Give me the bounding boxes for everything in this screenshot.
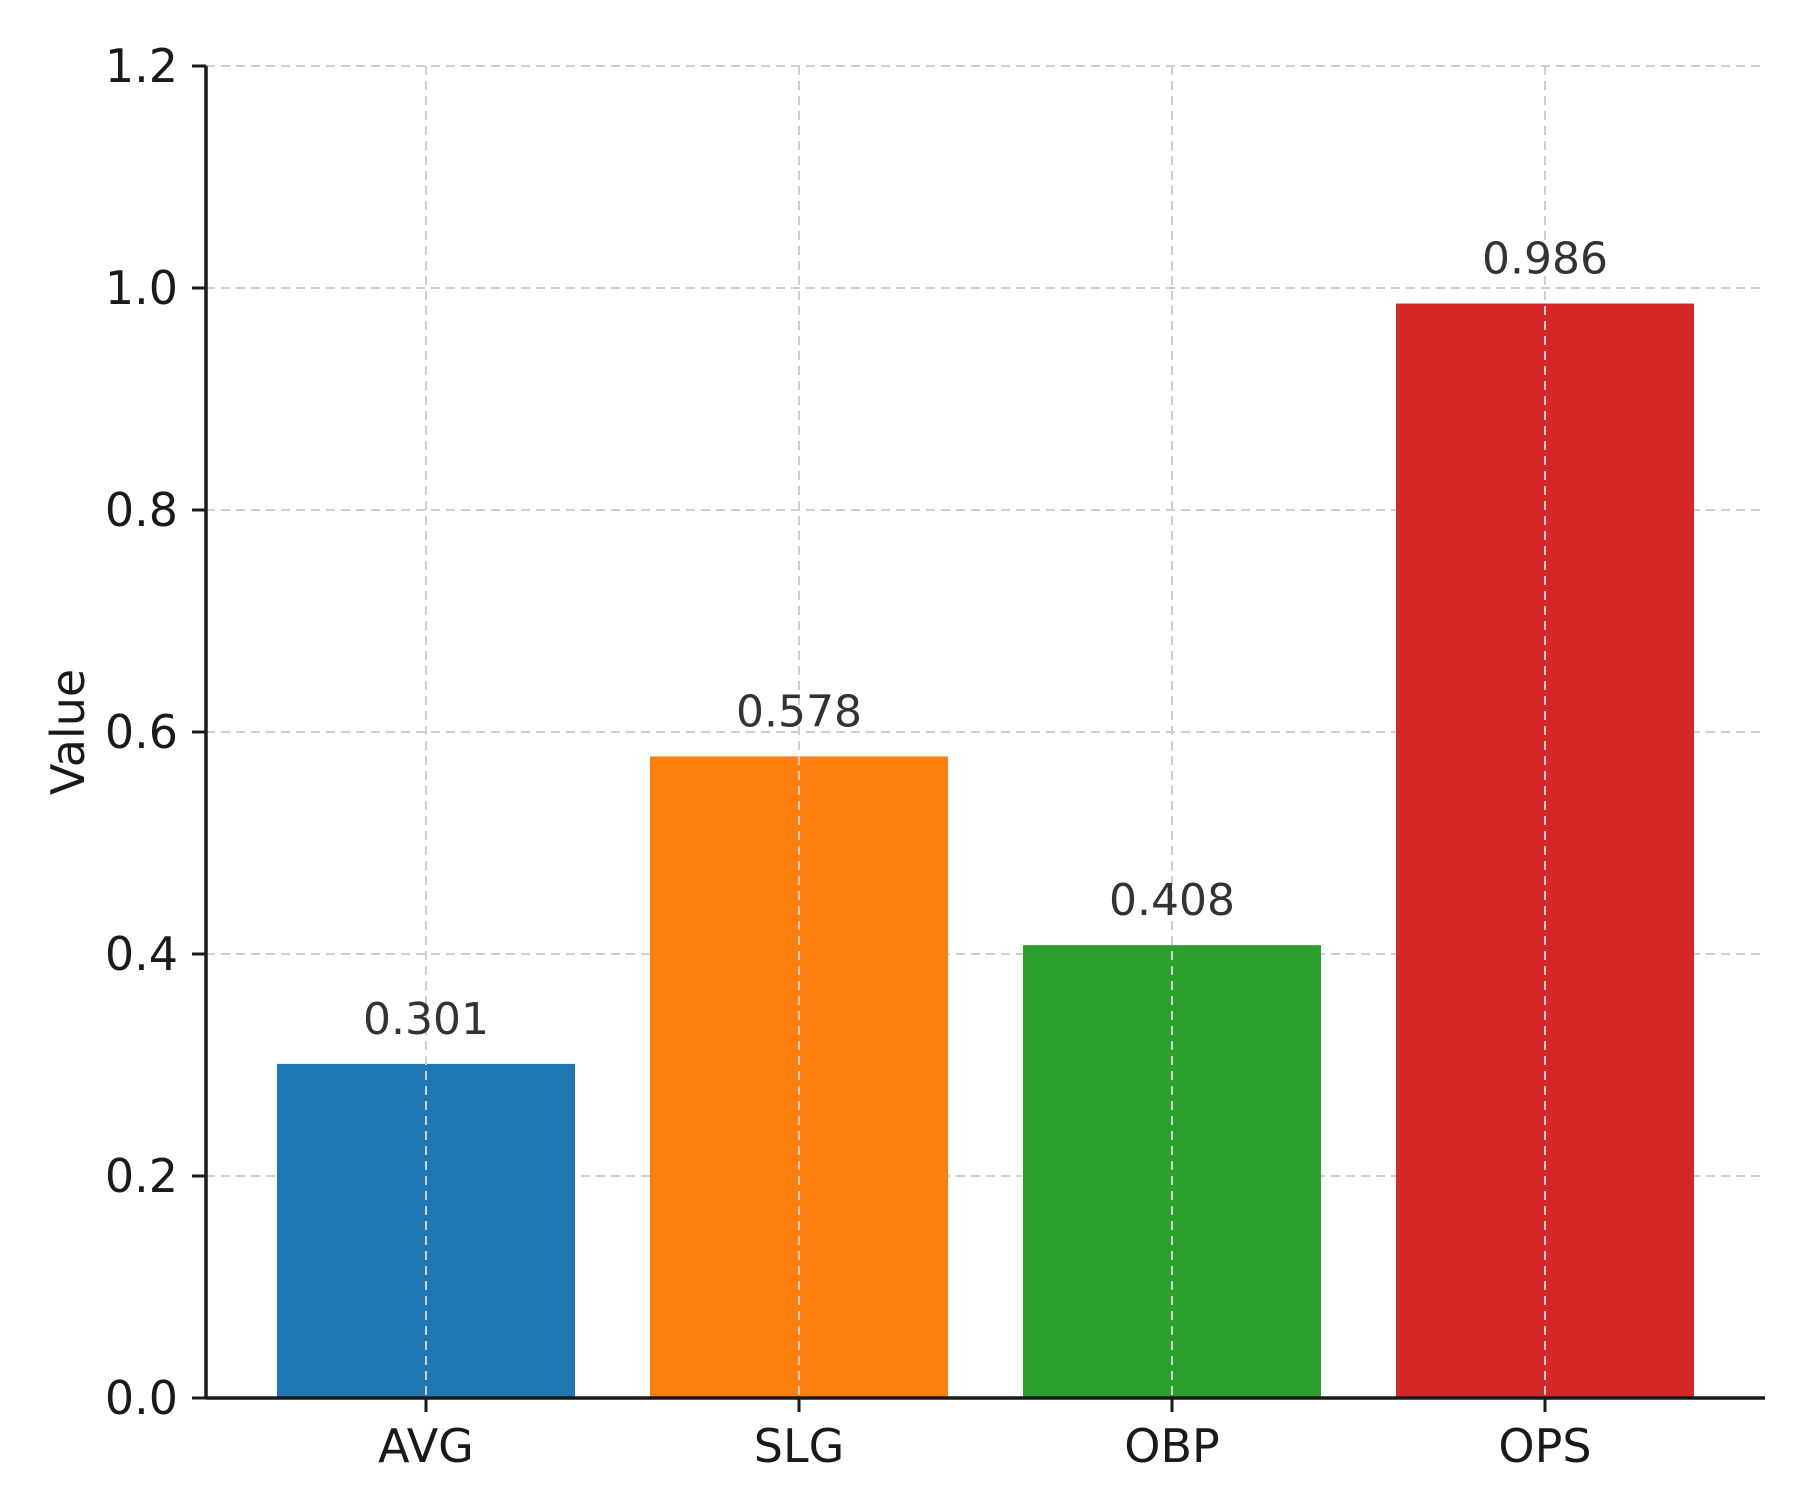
y-tick-label: 1.0 [105, 261, 178, 315]
x-tick-label: OBP [1124, 1419, 1220, 1473]
y-tick-label: 0.2 [105, 1149, 178, 1203]
y-axis-title: Value [41, 669, 95, 795]
y-tick-label: 1.2 [105, 39, 178, 93]
y-ticks: 0.0 0.2 0.4 0.6 0.8 1.0 1.2 [105, 39, 206, 1425]
y-tick-label: 0.6 [105, 705, 178, 759]
data-label: 0.408 [1109, 875, 1235, 926]
y-tick-label: 0.0 [105, 1371, 178, 1425]
y-tick-label: 0.4 [105, 927, 178, 981]
y-tick-label: 0.8 [105, 483, 178, 537]
data-label: 0.578 [736, 686, 862, 737]
bars-layer [277, 303, 1694, 1398]
x-ticks: AVG SLG OBP OPS [378, 1398, 1592, 1473]
data-labels: 0.301 0.578 0.408 0.986 [363, 234, 1608, 1045]
vertical-grid-layer [425, 66, 1546, 1398]
data-label: 0.986 [1482, 234, 1608, 285]
x-tick-label: SLG [754, 1419, 844, 1473]
x-tick-label: OPS [1498, 1419, 1591, 1473]
x-tick-label: AVG [378, 1419, 474, 1473]
data-label: 0.301 [363, 994, 489, 1045]
bar-obp [1023, 945, 1321, 1398]
